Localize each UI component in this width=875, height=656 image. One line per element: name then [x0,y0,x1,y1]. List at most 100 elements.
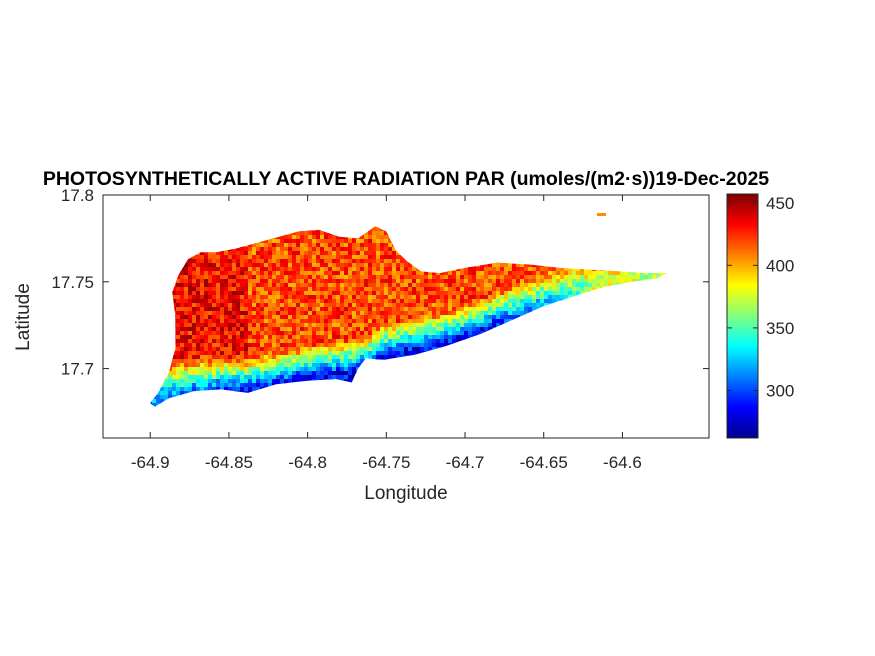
par-cell [300,347,305,352]
par-cell [184,343,189,348]
par-cell [264,319,269,324]
par-cell [288,331,293,336]
par-cell [304,255,309,260]
par-cell [204,271,209,276]
par-cell [320,259,325,264]
par-cell [356,323,361,328]
par-cell [312,315,317,320]
par-cell [236,331,241,336]
par-cell [176,347,181,352]
par-cell [384,347,389,352]
par-cell [300,307,305,312]
par-cell [240,311,245,316]
par-cell [232,287,237,292]
par-cell [368,275,373,280]
par-cell [276,251,281,256]
par-cell [532,295,537,300]
par-cell [456,335,461,340]
par-cell [200,287,205,292]
par-cell [312,271,317,276]
par-cell [288,247,293,252]
par-cell [376,335,381,340]
par-cell [260,355,265,360]
par-cell [236,355,241,360]
par-cell [260,347,265,352]
par-cell [256,307,261,312]
par-cell [388,307,393,312]
par-cell [604,271,609,276]
par-cell [328,267,333,272]
par-cell [264,251,269,256]
par-cell [196,259,201,264]
par-cell [388,331,393,336]
par-cell [244,275,249,280]
par-cell [244,267,249,272]
par-cell [452,335,457,340]
par-cell [272,295,277,300]
par-cell [416,295,421,300]
par-cell [444,287,449,292]
par-cell [420,343,425,348]
par-cell [340,251,345,256]
par-cell [404,327,409,332]
par-cell [272,275,277,280]
par-cell [492,267,497,272]
par-cell [388,351,393,356]
par-cell [352,331,357,336]
par-cell [248,319,253,324]
par-cell [556,275,561,280]
par-cell [344,315,349,320]
par-cell [508,291,513,296]
par-cell [256,351,261,356]
par-cell [396,291,401,296]
par-cell [388,283,393,288]
par-cell [384,275,389,280]
par-cell [248,311,253,316]
par-cell [464,295,469,300]
par-cell [400,283,405,288]
par-cell [256,319,261,324]
par-cell [244,291,249,296]
par-cell [272,243,277,248]
par-cell [280,335,285,340]
par-cell [280,299,285,304]
par-cell [220,263,225,268]
par-cell [344,279,349,284]
par-cell [356,315,361,320]
par-cell [264,331,269,336]
par-cell [248,295,253,300]
par-cell [248,283,253,288]
par-cell [180,303,185,308]
par-cell [232,267,237,272]
par-cell [304,335,309,340]
par-cell [276,335,281,340]
par-cell [204,263,209,268]
par-cell [340,307,345,312]
par-cell [180,355,185,360]
par-cell [448,335,453,340]
par-cell [540,295,545,300]
par-cell [416,351,421,356]
par-cell [176,339,181,344]
par-cell [356,335,361,340]
par-cell [252,279,257,284]
par-cell [176,283,181,288]
par-cell [440,303,445,308]
par-cell [496,315,501,320]
par-cell [352,255,357,260]
par-cell [360,303,365,308]
par-cell [220,311,225,316]
par-cell [376,343,381,348]
par-cell [576,275,581,280]
par-cell [196,323,201,328]
par-cell [540,275,545,280]
par-cell [356,263,361,268]
par-cell [236,255,241,260]
par-cell [200,267,205,272]
par-cell [464,307,469,312]
par-cell [408,295,413,300]
par-cell [252,315,257,320]
par-cell [248,339,253,344]
par-cell [176,303,181,308]
par-cell [284,355,289,360]
